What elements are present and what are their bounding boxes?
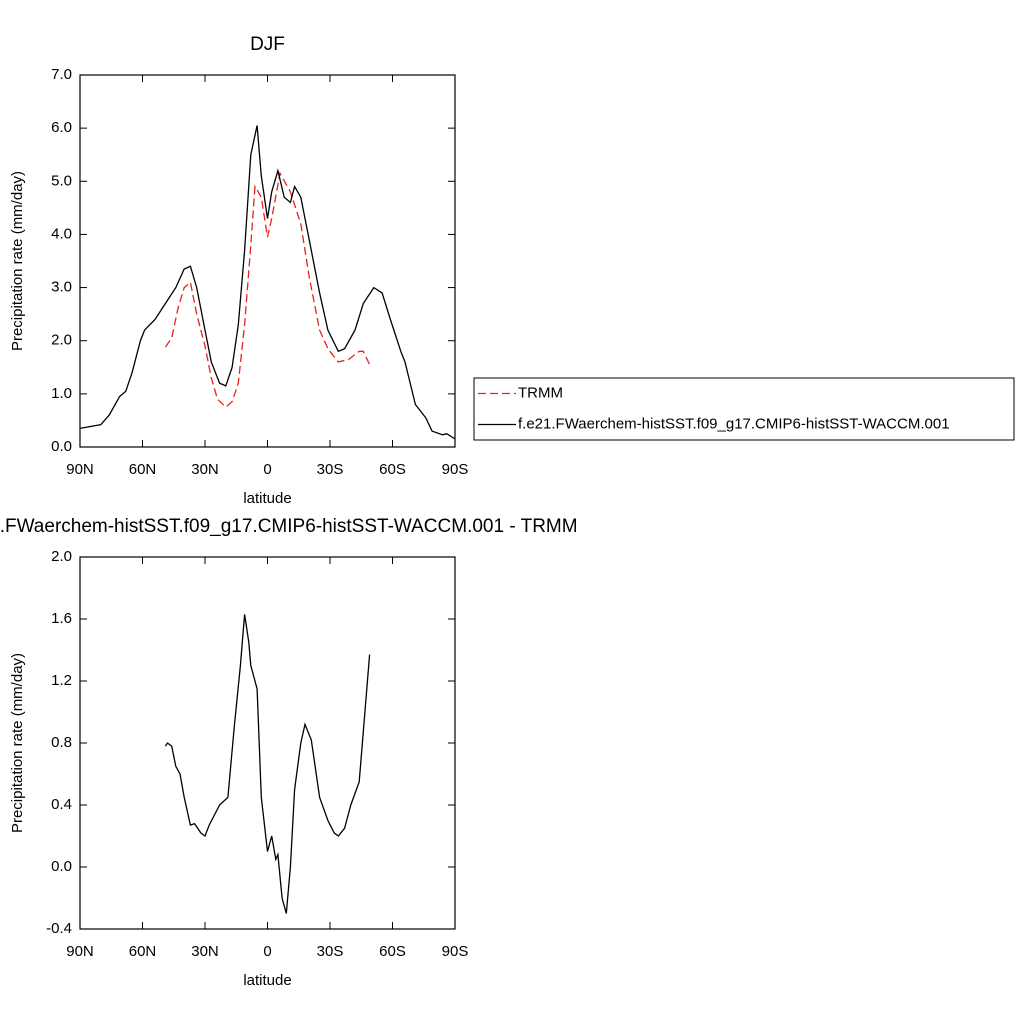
plot-frame xyxy=(79,74,456,448)
legend-label: TRMM xyxy=(518,384,563,401)
y-axis-label: Precipitation rate (mm/day) xyxy=(9,171,26,351)
y-tick-label: 2.0 xyxy=(51,548,72,565)
x-tick-label: 90S xyxy=(442,461,469,478)
plot-frame xyxy=(79,556,456,930)
y-axis-label: Precipitation rate (mm/day) xyxy=(9,653,26,833)
y-tick-label: 3.0 xyxy=(51,279,72,296)
data-line xyxy=(164,614,371,914)
data-line xyxy=(79,125,456,440)
y-tick-label: 1.6 xyxy=(51,610,72,627)
x-tick-label: 0 xyxy=(263,943,271,960)
x-tick-label: 30N xyxy=(191,943,219,960)
data-line xyxy=(164,171,371,408)
y-tick-label: 6.0 xyxy=(51,119,72,136)
y-tick-label: 0.0 xyxy=(51,858,72,875)
x-tick-label: 90N xyxy=(66,943,94,960)
x-tick-label: 90S xyxy=(442,943,469,960)
x-tick-label: 30S xyxy=(317,943,344,960)
x-tick-label: 60S xyxy=(379,943,406,960)
legend-label: f.e21.FWaerchem-histSST.f09_g17.CMIP6-hi… xyxy=(518,415,950,432)
y-tick-label: 1.0 xyxy=(51,385,72,402)
x-tick-label: 60N xyxy=(129,461,157,478)
y-tick-label: 4.0 xyxy=(51,225,72,242)
x-tick-label: 0 xyxy=(263,461,271,478)
y-tick-label: 2.0 xyxy=(51,332,72,349)
y-tick-label: 5.0 xyxy=(51,172,72,189)
y-tick-label: -0.4 xyxy=(46,920,72,937)
x-tick-label: 30N xyxy=(191,461,219,478)
legend-box xyxy=(473,377,1015,441)
x-tick-label: 30S xyxy=(317,461,344,478)
chart-title: DJF xyxy=(250,34,285,55)
x-axis-label: latitude xyxy=(243,972,291,989)
y-tick-label: 0.4 xyxy=(51,796,72,813)
y-tick-label: 0.0 xyxy=(51,438,72,455)
x-axis-label: latitude xyxy=(243,490,291,507)
x-tick-label: 60S xyxy=(379,461,406,478)
x-tick-label: 60N xyxy=(129,943,157,960)
y-tick-label: 0.8 xyxy=(51,734,72,751)
x-tick-label: 90N xyxy=(66,461,94,478)
y-tick-label: 1.2 xyxy=(51,672,72,689)
y-tick-label: 7.0 xyxy=(51,66,72,83)
chart-title: f.e21.FWaerchem-histSST.f09_g17.CMIP6-hi… xyxy=(0,516,578,537)
